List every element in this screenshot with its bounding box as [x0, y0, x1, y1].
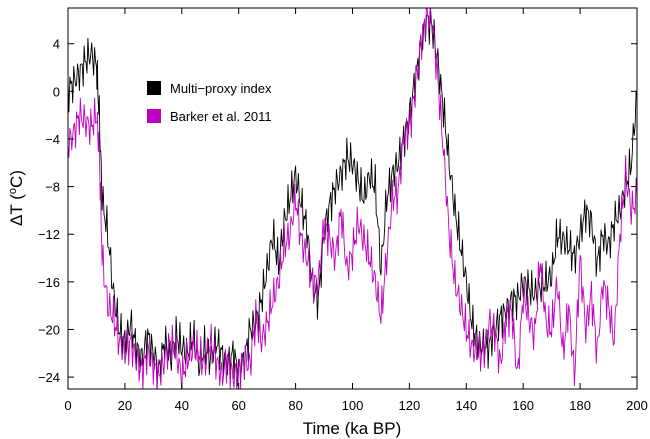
y-tick-label: 0 — [53, 84, 60, 99]
legend: Multi−proxy index Barker et al. 2011 — [147, 81, 272, 124]
x-tick-label: 160 — [512, 398, 534, 413]
y-axis-title: ΔT (oC) — [7, 170, 26, 226]
y-tick-label: −4 — [45, 132, 60, 147]
y-tick-label: −16 — [38, 275, 60, 290]
x-tick-label: 0 — [64, 398, 71, 413]
y-tick-label: −24 — [38, 370, 60, 385]
series-layer — [68, 8, 637, 389]
x-tick-label: 140 — [455, 398, 477, 413]
legend-label-barker: Barker et al. 2011 — [170, 109, 272, 124]
y-tick-label: −8 — [45, 180, 60, 195]
x-tick-label: 40 — [175, 398, 189, 413]
x-axis-title: Time (ka BP) — [303, 419, 402, 438]
x-tick-label: 60 — [231, 398, 245, 413]
y-tick-label: −12 — [38, 227, 60, 242]
x-tick-label: 80 — [288, 398, 302, 413]
legend-swatch-multi-proxy — [147, 81, 161, 95]
y-tick-label: 4 — [53, 37, 60, 52]
legend-swatch-barker — [147, 109, 161, 123]
y-axis-title-superscript: o — [7, 188, 19, 194]
tick-layer: 0 20 40 60 80 100 120 140 160 180 20040−4−8−12−16−… — [38, 8, 648, 413]
y-tick-label: −20 — [38, 322, 60, 337]
series-line-1 — [68, 8, 637, 389]
x-tick-label: 200 — [626, 398, 648, 413]
x-tick-label: 120 — [399, 398, 421, 413]
x-tick-label: 100 — [342, 398, 364, 413]
legend-label-multi-proxy: Multi−proxy index — [170, 81, 272, 96]
x-tick-label: 20 — [118, 398, 132, 413]
x-tick-label: 180 — [569, 398, 591, 413]
